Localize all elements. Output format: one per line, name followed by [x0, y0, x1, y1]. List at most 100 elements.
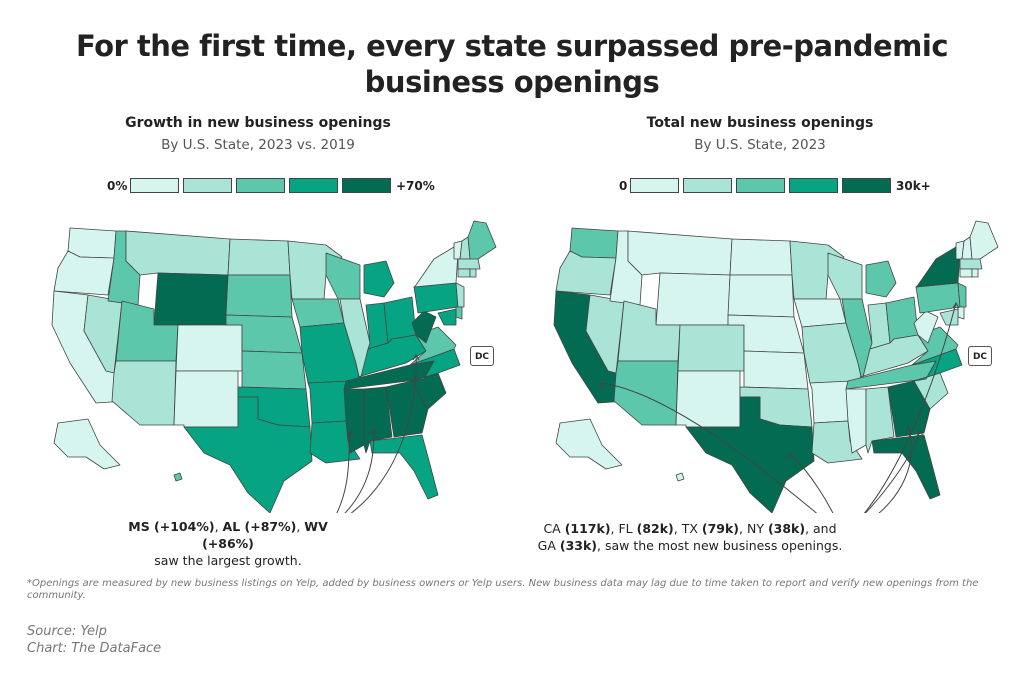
callout-arrow: [601, 382, 818, 513]
state-ma: [457, 258, 481, 270]
state-wv: [411, 310, 437, 344]
state-ct: [959, 268, 973, 278]
state-nc: [409, 348, 461, 382]
title-line-2: business openings: [364, 65, 660, 99]
state-hi: [173, 472, 183, 482]
state-or: [53, 250, 115, 296]
footnote: *Openings are measured by new business l…: [27, 578, 979, 601]
callout-arrowhead: [904, 426, 912, 433]
annot-text: GA: [537, 538, 560, 553]
state-me: [969, 220, 999, 264]
annot-text: , NY: [739, 521, 768, 536]
state-wi: [827, 252, 863, 300]
annot-tx: (79k): [701, 521, 740, 536]
state-wv: [913, 310, 939, 344]
state-ny: [413, 246, 459, 288]
annot-text: , saw the most new business openings.: [597, 538, 843, 553]
legend-swatch-1: [630, 178, 679, 193]
growth-annotation: MS (+104%), AL (+87%), WV (+86%) saw the…: [108, 518, 348, 569]
totals-dc-box: DC: [968, 346, 992, 366]
state-co: [677, 324, 745, 372]
title-line-1: For the first time, every state surpasse…: [75, 29, 949, 63]
state-ar: [809, 380, 853, 424]
chart-credit: Chart: The DataFace: [27, 641, 162, 656]
state-ak: [53, 418, 121, 470]
legend-swatch-2: [683, 178, 732, 193]
state-de: [455, 306, 463, 320]
state-sd: [225, 274, 293, 318]
legend-swatch-3: [736, 178, 785, 193]
state-mt: [125, 230, 231, 276]
annot-ga: (33k): [559, 538, 598, 553]
state-pa: [413, 282, 459, 314]
state-az: [613, 360, 679, 426]
state-nj: [957, 282, 967, 308]
state-me: [467, 220, 497, 264]
state-sd: [727, 274, 795, 318]
state-ma: [959, 258, 983, 270]
growth-dc-box: DC: [470, 346, 494, 366]
state-de: [957, 306, 965, 320]
callout-arrow: [877, 426, 913, 513]
legend-swatch-4: [289, 178, 338, 193]
state-hi: [675, 472, 685, 482]
totals-legend-max: 30k+: [896, 179, 931, 193]
state-wi: [325, 252, 361, 300]
state-tx: [183, 396, 313, 513]
totals-annotation: CA (117k), FL (82k), TX (79k), NY (38k),…: [530, 520, 850, 554]
state-mi: [865, 260, 897, 298]
state-ri: [971, 268, 979, 278]
state-nd: [227, 238, 291, 276]
callout-arrowhead: [412, 354, 420, 361]
annot-text: , TX: [673, 521, 702, 536]
state-ak: [555, 418, 623, 470]
annot-ny: (38k): [767, 521, 806, 536]
state-nc: [911, 348, 963, 382]
callout-arrow: [350, 354, 417, 513]
annot-sep: ,: [296, 519, 305, 534]
callout-arrow: [789, 452, 834, 513]
state-ar: [307, 380, 351, 424]
state-az: [111, 360, 177, 426]
state-ri: [469, 268, 477, 278]
callout-arrow: [864, 430, 921, 513]
callout-arrow: [336, 430, 351, 513]
callout-arrowhead: [370, 428, 378, 435]
state-ks: [743, 350, 809, 390]
callout-arrow: [344, 428, 375, 513]
state-fl: [369, 434, 439, 500]
totals-legend: 0 30k+: [510, 178, 1010, 196]
callout-arrowhead: [598, 382, 606, 389]
state-wa: [67, 227, 117, 259]
state-mt: [627, 230, 733, 276]
state-wa: [569, 227, 619, 259]
state-nd: [729, 238, 793, 276]
growth-legend: 0% +70%: [8, 178, 508, 196]
page-title: For the first time, every state surpasse…: [0, 28, 1024, 100]
annot-text: , and: [805, 521, 837, 536]
source-note: Source: Yelp: [27, 624, 107, 639]
callout-arrowhead: [916, 430, 924, 437]
state-wy: [655, 272, 731, 326]
state-wy: [153, 272, 229, 326]
state-ny: [915, 246, 961, 288]
state-nm: [675, 370, 741, 428]
legend-swatch-1: [130, 178, 179, 193]
legend-swatch-5: [342, 178, 391, 193]
state-mi: [363, 260, 395, 298]
annot-sep: ,: [214, 519, 223, 534]
annot-text: CA: [543, 521, 565, 536]
state-ct: [457, 268, 471, 278]
annot-ms: MS (+104%): [128, 519, 215, 534]
totals-map-subtitle: By U.S. State, 2023: [694, 137, 826, 153]
state-md: [939, 308, 959, 326]
annot-ca: (117k): [564, 521, 611, 536]
state-ia: [291, 298, 345, 328]
growth-map-title: Growth in new business openings: [125, 115, 391, 131]
annot-al: AL (+87%): [222, 519, 297, 534]
legend-swatch-5: [842, 178, 891, 193]
legend-swatch-2: [183, 178, 232, 193]
growth-map: [51, 220, 497, 513]
state-nj: [455, 282, 465, 308]
totals-map-title: Total new business openings: [646, 115, 874, 131]
